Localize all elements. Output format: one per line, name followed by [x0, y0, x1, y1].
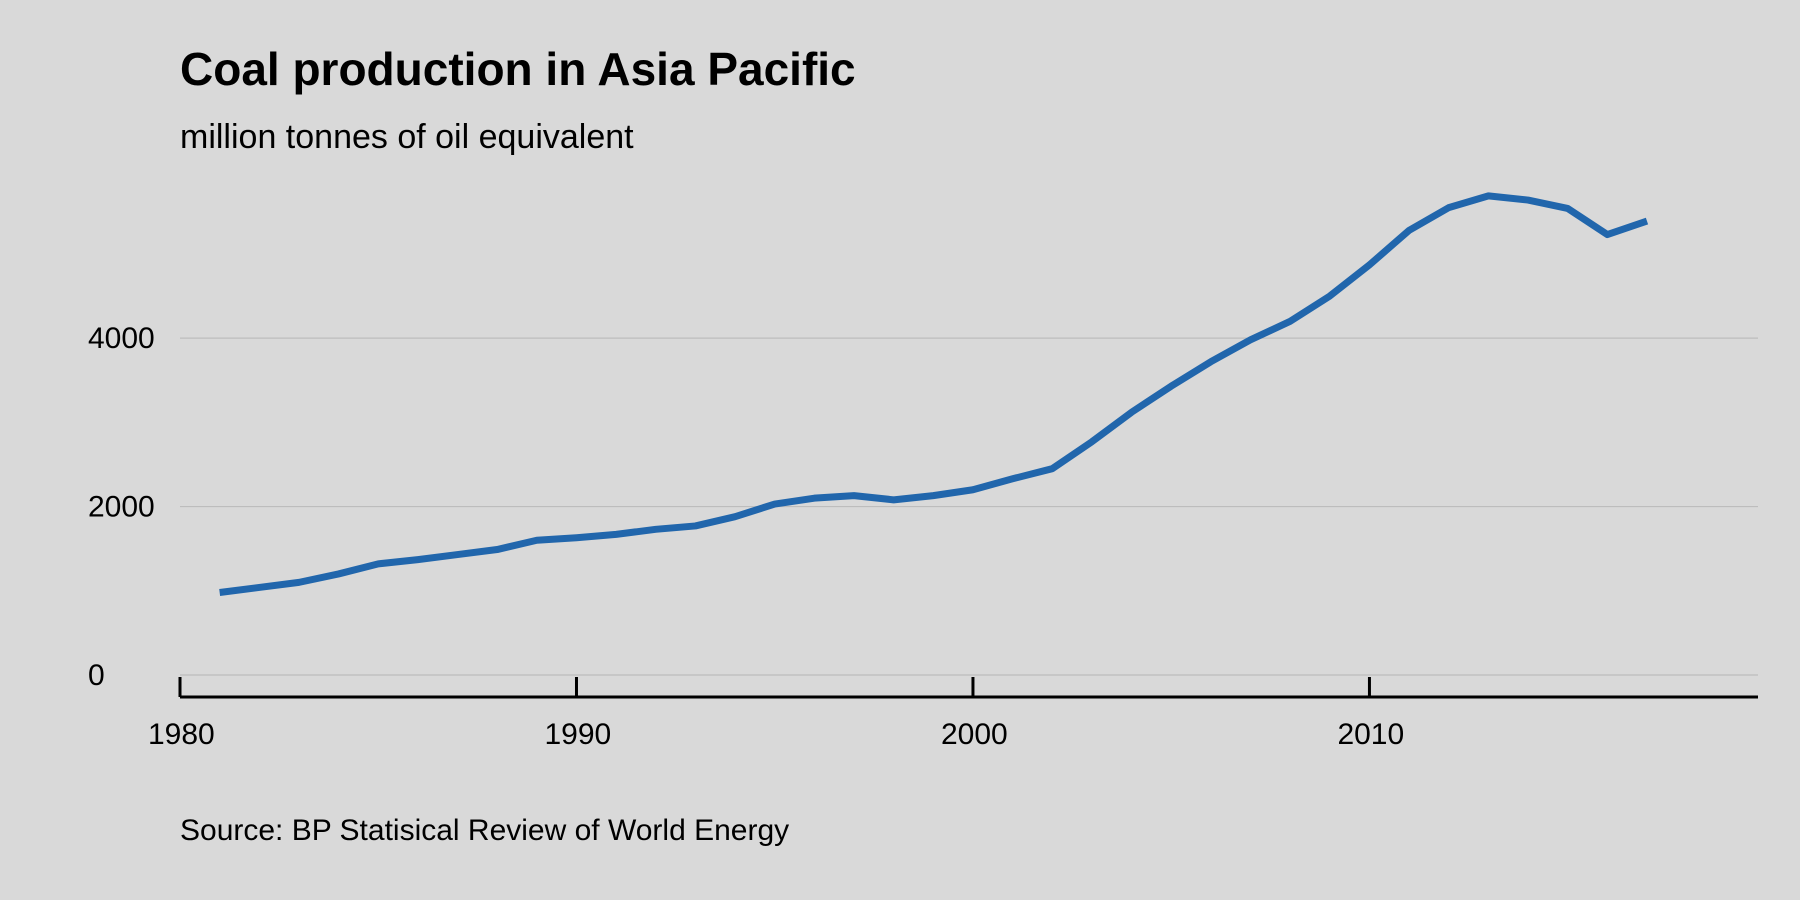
x-tick-label-2000: 2000 [941, 718, 1008, 751]
x-axis: 1980 1990 2000 2010 [148, 677, 1758, 751]
gridlines [180, 337, 1758, 676]
y-tick-label-2000: 2000 [88, 491, 155, 524]
y-tick-label-0: 0 [88, 659, 105, 692]
chart-subtitle: million tonnes of oil equivalent [180, 118, 634, 156]
y-axis-tick-labels: 0 2000 4000 [88, 322, 155, 692]
x-tick-label-2010: 2010 [1337, 718, 1404, 751]
series-line-0 [219, 192, 1649, 596]
y-tick-label-4000: 4000 [88, 322, 155, 355]
x-tick-label-1980: 1980 [148, 718, 215, 751]
chart-source-note: Source: BP Statisical Review of World En… [180, 814, 789, 847]
x-tick-label-1990: 1990 [544, 718, 611, 751]
chart-title: Coal production in Asia Pacific [180, 43, 856, 95]
series-layer [219, 192, 1649, 596]
